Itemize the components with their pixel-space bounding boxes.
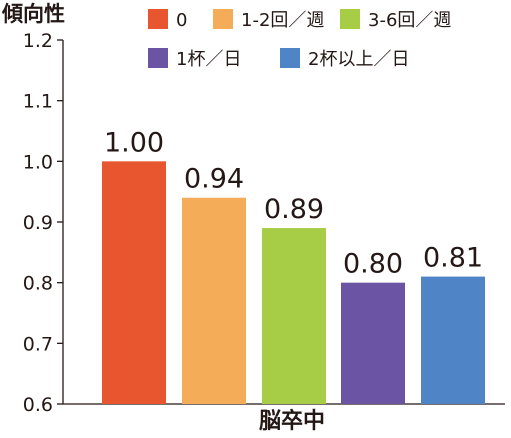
legend: 0 1-2回／週 3-6回／週 1杯／日 2杯以上／日	[148, 9, 451, 70]
bar-4	[341, 282, 405, 404]
legend-swatch-3	[340, 9, 360, 29]
y-tick-label: 1.0	[23, 151, 53, 173]
bars: 1.00 0.94 0.89 0.80 0.81	[102, 127, 485, 404]
x-axis-title: 脳卒中	[259, 408, 325, 434]
legend-swatch-1	[148, 9, 168, 29]
y-tick-label: 0.6	[23, 394, 53, 416]
y-tick-label: 0.7	[23, 333, 53, 355]
data-label-4: 0.80	[343, 249, 403, 280]
data-label-5: 0.81	[423, 243, 483, 274]
data-label-3: 0.89	[264, 194, 324, 225]
data-label-1: 1.00	[104, 127, 164, 158]
bar-5	[421, 276, 485, 404]
legend-label-2: 1-2回／週	[241, 10, 324, 31]
y-tick-label: 0.9	[23, 212, 53, 234]
legend-swatch-5	[280, 48, 300, 68]
bar-3	[262, 228, 326, 404]
bar-1	[102, 161, 166, 404]
data-label-2: 0.94	[184, 164, 244, 195]
legend-swatch-4	[148, 48, 168, 68]
y-axis-title: 傾向性	[1, 2, 65, 26]
legend-swatch-2	[213, 9, 233, 29]
y-tick-label: 1.1	[23, 91, 53, 113]
bar-2	[182, 197, 246, 404]
legend-label-3: 3-6回／週	[368, 10, 451, 31]
y-tick-label: 1.2	[23, 30, 53, 52]
y-tick-label: 0.8	[23, 273, 53, 295]
legend-label-5: 2杯以上／日	[308, 49, 409, 70]
legend-label-1: 0	[176, 10, 187, 31]
legend-label-4: 1杯／日	[176, 49, 241, 70]
